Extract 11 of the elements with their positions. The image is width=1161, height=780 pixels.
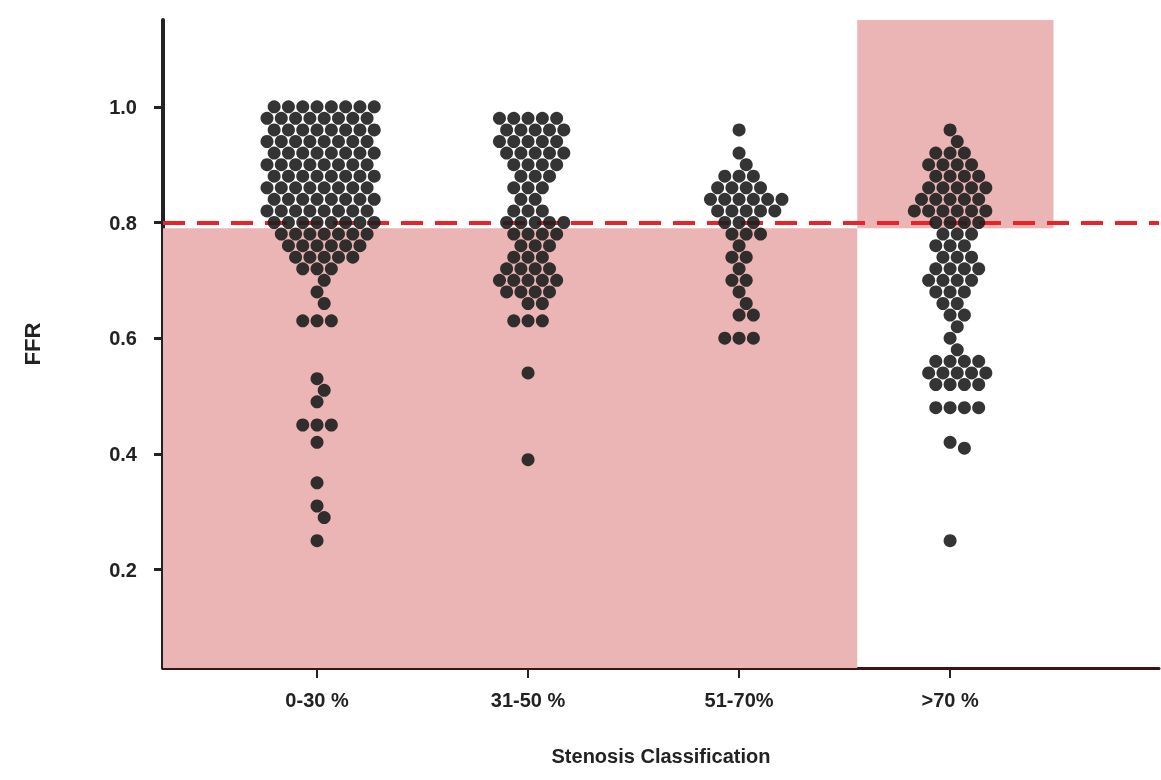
y-tick-label: 0.4 — [109, 442, 138, 465]
y-tick-label: 0.6 — [109, 327, 137, 350]
x-tick-label: 51-70% — [704, 689, 774, 711]
y-tick-label: 1.0 — [109, 95, 137, 118]
x-tick-label: 0-30 % — [285, 689, 349, 711]
x-axis-title: Stenosis Classification — [551, 745, 771, 767]
y-axis-title: FFR — [19, 322, 45, 366]
y-tick-label: 0.8 — [109, 211, 137, 234]
x-tick-label: >70 % — [921, 689, 979, 711]
y-tick-label: 0.2 — [109, 558, 137, 581]
x-tick-label: 31-50 % — [490, 689, 566, 711]
